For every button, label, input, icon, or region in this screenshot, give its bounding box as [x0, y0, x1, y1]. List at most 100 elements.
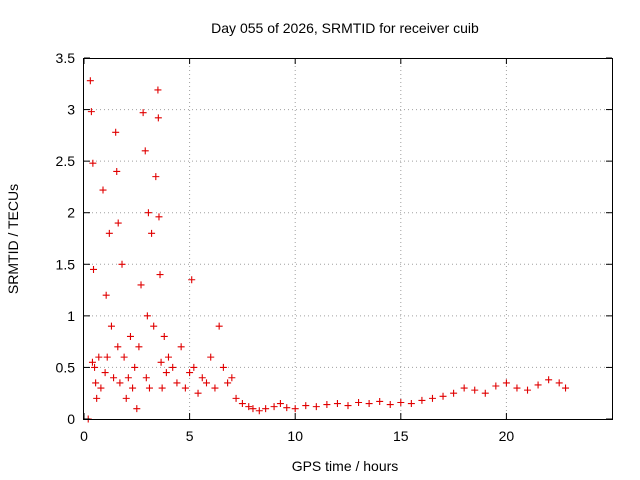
data-point — [355, 398, 363, 406]
data-point — [291, 405, 299, 413]
data-point — [162, 369, 170, 377]
data-point — [155, 213, 163, 221]
y-tick-label: 1 — [67, 308, 75, 324]
y-tick-label: 0.5 — [56, 359, 76, 375]
data-point — [120, 353, 128, 361]
data-point — [255, 407, 263, 415]
data-point — [562, 384, 570, 392]
data-point — [154, 86, 162, 94]
data-point — [186, 369, 194, 377]
data-point — [157, 358, 165, 366]
data-point — [145, 384, 153, 392]
data-point — [131, 363, 139, 371]
data-point — [513, 384, 521, 392]
data-point — [276, 400, 284, 408]
data-point — [177, 343, 185, 351]
data-point — [126, 332, 134, 340]
data-point — [312, 403, 320, 411]
x-tick-label: 0 — [80, 428, 88, 444]
data-point — [164, 353, 172, 361]
data-point — [302, 402, 310, 410]
data-point — [156, 271, 164, 279]
data-point — [105, 229, 113, 237]
data-point — [112, 128, 120, 136]
data-point — [439, 392, 447, 400]
x-tick-label: 15 — [393, 428, 409, 444]
data-point — [93, 394, 101, 402]
data-point — [460, 384, 468, 392]
data-point — [219, 363, 227, 371]
data-point — [190, 363, 198, 371]
data-point — [481, 389, 489, 397]
y-axis-label: SRMTID / TECUs — [5, 184, 21, 294]
data-point — [211, 384, 219, 392]
y-tick-label: 3 — [67, 102, 75, 118]
data-point — [262, 405, 270, 413]
data-point — [97, 384, 105, 392]
data-point — [283, 404, 291, 412]
data-point — [148, 229, 156, 237]
data-point — [124, 374, 132, 382]
y-tick-label: 3.5 — [56, 50, 76, 66]
data-point — [139, 109, 147, 117]
y-axis: 0 0.5 1 1.5 2 2.5 3 3.5 — [56, 50, 612, 427]
data-point — [91, 363, 99, 371]
data-point — [114, 343, 122, 351]
data-point — [99, 186, 107, 194]
data-point — [101, 369, 109, 377]
data-point — [160, 332, 168, 340]
x-tick-label: 5 — [186, 428, 194, 444]
data-point — [545, 376, 553, 384]
grid — [84, 58, 612, 419]
plot-frame — [83, 58, 613, 420]
data-point — [150, 322, 158, 330]
data-point — [135, 343, 143, 351]
data-point — [450, 389, 458, 397]
data-point — [534, 381, 542, 389]
data-point — [188, 276, 196, 284]
data-point — [154, 114, 162, 122]
data-point — [198, 374, 206, 382]
data-point — [152, 173, 160, 181]
data-point — [215, 322, 223, 330]
data-point — [428, 394, 436, 402]
data-point — [502, 379, 510, 387]
data-point — [95, 353, 103, 361]
y-tick-label: 2.5 — [56, 153, 76, 169]
data-point — [133, 405, 141, 413]
data-point — [270, 403, 278, 411]
data-point — [116, 379, 124, 387]
y-tick-label: 0 — [67, 411, 75, 427]
data-point — [224, 379, 232, 387]
data-point — [158, 384, 166, 392]
data-point — [365, 400, 373, 408]
data-point — [173, 379, 181, 387]
data-point — [376, 397, 384, 405]
x-axis: 0 5 10 15 20 — [80, 58, 514, 444]
data-point — [169, 363, 177, 371]
data-point — [129, 384, 137, 392]
y-tick-label: 2 — [67, 205, 75, 221]
data-point — [92, 379, 100, 387]
data-point — [90, 265, 98, 273]
data-point — [492, 382, 500, 390]
data-point — [113, 167, 121, 175]
x-axis-label: GPS time / hours — [292, 458, 399, 474]
data-point — [194, 389, 202, 397]
data-point — [245, 403, 253, 411]
data-point — [107, 322, 115, 330]
data-point — [142, 374, 150, 382]
data-point — [87, 108, 95, 116]
data-point — [232, 394, 240, 402]
data-point — [103, 353, 111, 361]
data-point — [207, 353, 215, 361]
data-point — [386, 401, 394, 409]
data-point — [114, 219, 122, 227]
data-point — [143, 312, 151, 320]
data-point — [524, 386, 532, 394]
data-point — [102, 291, 110, 299]
y-tick-label: 1.5 — [56, 256, 76, 272]
data-point — [397, 398, 405, 406]
data-point — [86, 77, 94, 85]
